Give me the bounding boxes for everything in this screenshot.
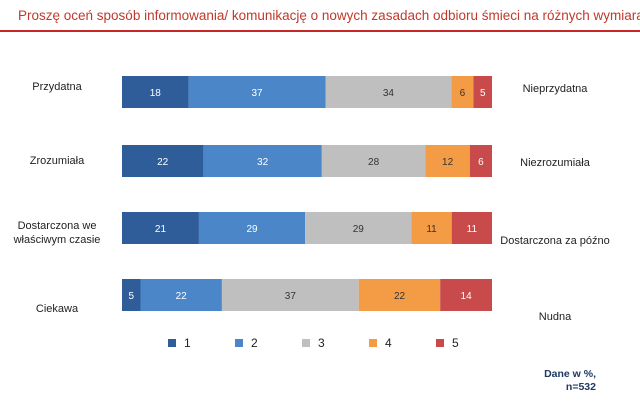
right-label-row-2: Niezrozumiała <box>520 157 590 169</box>
bar-segment-row4-s3 <box>221 279 359 311</box>
bar-segment-row4-s4 <box>358 279 441 311</box>
bar-value-row4-s3: 37 <box>285 291 297 302</box>
legend-item-5: 5 <box>436 336 503 350</box>
legend-label-1: 1 <box>184 336 191 350</box>
legend-label-3: 3 <box>318 336 325 350</box>
legend-item-2: 2 <box>235 336 302 350</box>
bar-segment-row1-s1 <box>122 76 189 108</box>
bar-segment-row3-s1 <box>122 212 199 244</box>
bar-value-row1-s4: 6 <box>460 88 466 99</box>
left-label-row-3-line-1: Dostarczona we <box>17 220 97 232</box>
bar-value-row2-s4: 12 <box>442 157 454 168</box>
chart-legend: 1 2 3 4 5 <box>168 336 503 350</box>
bar-segment-row1-s4 <box>451 76 474 108</box>
bar-segment-row4-s2 <box>140 279 222 311</box>
legend-swatch-5 <box>436 339 444 347</box>
legend-item-4: 4 <box>369 336 436 350</box>
bar-segment-row3-s5 <box>451 212 492 244</box>
right-label-row-1: Nieprzydatna <box>522 83 588 95</box>
bar-segment-row2-s1 <box>122 145 204 177</box>
right-label-row-3: Dostarczona za późno <box>500 235 610 247</box>
bar-value-row2-s5: 6 <box>478 157 484 168</box>
right-label-row-4: Nudna <box>538 311 572 323</box>
bar-value-row2-s3: 28 <box>368 157 380 168</box>
legend-swatch-3 <box>302 339 310 347</box>
bar-value-row4-s2: 22 <box>176 291 188 302</box>
legend-item-3: 3 <box>302 336 369 350</box>
bar-value-row4-s1: 5 <box>128 291 134 302</box>
bar-segment-row4-s1 <box>122 279 141 311</box>
bar-value-row4-s4: 22 <box>394 291 406 302</box>
left-label-row-2: Zrozumiała <box>29 155 85 167</box>
chart-title: Proszę oceń sposób informowania/ komunik… <box>18 8 640 23</box>
bar-value-row3-s3: 29 <box>353 224 365 235</box>
left-label-row-3-line-2: właściwym czasie <box>13 234 101 246</box>
bar-segment-row1-s5 <box>473 76 492 108</box>
legend-swatch-4 <box>369 339 377 347</box>
left-label-row-1: Przydatna <box>32 81 82 93</box>
bar-value-row3-s5: 11 <box>467 224 478 235</box>
footnote-line-1: Dane w %, <box>544 368 596 380</box>
legend-label-4: 4 <box>385 336 392 350</box>
bar-segment-row1-s2 <box>188 76 326 108</box>
bar-value-row2-s2: 32 <box>257 157 269 168</box>
bar-value-row1-s3: 34 <box>383 88 395 99</box>
bar-value-row1-s1: 18 <box>150 88 162 99</box>
footnote-line-2: n=532 <box>565 381 596 393</box>
bar-segment-row2-s2 <box>203 145 322 177</box>
bar-value-row1-s5: 5 <box>480 88 486 99</box>
bar-value-row2-s1: 22 <box>157 157 169 168</box>
bar-value-row3-s2: 29 <box>246 224 258 235</box>
left-label-row-3: Dostarczona we właściwym czasie <box>2 219 112 247</box>
bar-segment-row3-s4 <box>411 212 452 244</box>
legend-swatch-2 <box>235 339 243 347</box>
bar-value-row1-s2: 37 <box>251 88 263 99</box>
legend-label-2: 2 <box>251 336 258 350</box>
bar-segment-row3-s2 <box>198 212 306 244</box>
legend-swatch-1 <box>168 339 176 347</box>
legend-item-1: 1 <box>168 336 235 350</box>
data-footnote: Dane w %, n=532 <box>544 368 596 394</box>
bar-value-row3-s1: 21 <box>155 224 167 235</box>
bar-segment-row2-s4 <box>425 145 470 177</box>
bar-value-row3-s4: 11 <box>426 224 437 235</box>
bar-segment-row2-s3 <box>321 145 426 177</box>
legend-label-5: 5 <box>452 336 459 350</box>
bar-segment-row3-s3 <box>305 212 412 244</box>
title-divider <box>0 30 640 32</box>
bar-segment-row2-s5 <box>469 145 492 177</box>
bar-segment-row1-s3 <box>325 76 452 108</box>
bar-segment-row4-s5 <box>440 279 492 311</box>
left-label-row-4: Ciekawa <box>35 303 79 315</box>
bar-value-row4-s5: 14 <box>461 291 473 302</box>
